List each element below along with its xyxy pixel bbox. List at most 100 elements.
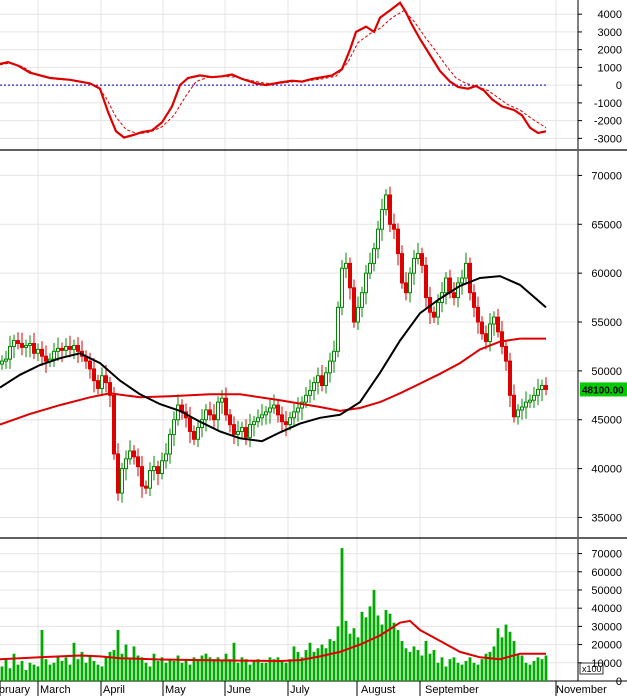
- volume-bar: [228, 659, 232, 681]
- volume-bar: [392, 622, 396, 681]
- month-label: May: [165, 684, 186, 696]
- volume-bar: [208, 657, 212, 681]
- volume-bar: [36, 666, 40, 681]
- candle-body: [472, 292, 476, 308]
- volume-bar: [488, 651, 492, 681]
- candle-body: [308, 389, 312, 396]
- candle-body: [244, 427, 248, 438]
- candle-body: [188, 417, 192, 432]
- candle-body: [368, 262, 372, 274]
- candle-body: [112, 394, 116, 455]
- candle-body: [460, 277, 464, 284]
- volume-unit-label: x100: [582, 664, 602, 674]
- candle-body: [116, 453, 120, 494]
- candle-body: [544, 385, 548, 390]
- volume-bar: [32, 664, 36, 681]
- volume-bar: [316, 648, 320, 681]
- candle-body: [372, 248, 376, 264]
- candle-body: [148, 470, 152, 489]
- candle-body: [280, 414, 284, 423]
- candle-body: [136, 456, 140, 468]
- volume-bar: [44, 659, 48, 681]
- volume-bar: [296, 651, 300, 681]
- y-tick-label: 60000: [591, 567, 622, 579]
- candle-body: [172, 419, 176, 435]
- candle-body: [40, 348, 44, 357]
- y-tick-label: 30000: [591, 621, 622, 633]
- moving-average-long: [0, 337, 546, 426]
- volume-average-line: [0, 619, 546, 663]
- volume-bar: [364, 617, 368, 681]
- y-tick-label: 70000: [591, 170, 622, 182]
- candle-body: [240, 427, 244, 432]
- volume-bar: [432, 650, 436, 681]
- y-tick-label: 35000: [591, 512, 622, 524]
- volume-bar: [444, 666, 448, 681]
- macd-line: [0, 1, 547, 139]
- volume-bar: [288, 659, 292, 681]
- y-tick-label: -2000: [594, 116, 622, 128]
- volume-bar: [540, 659, 544, 681]
- candle-body: [376, 228, 380, 250]
- y-tick-label: 50000: [591, 366, 622, 378]
- candle-body: [456, 282, 460, 299]
- y-tick-label: 45000: [591, 415, 622, 427]
- y-tick-label: 70000: [591, 549, 622, 561]
- volume-bar: [408, 651, 412, 681]
- volume-bar: [528, 664, 532, 681]
- volume-bar: [28, 662, 32, 681]
- candle-body: [352, 287, 356, 323]
- candle-body: [444, 277, 448, 294]
- volume-bar: [132, 646, 136, 681]
- volume-bar: [184, 659, 188, 681]
- volume-bar: [180, 662, 184, 681]
- candle-body: [320, 375, 324, 387]
- volume-bar: [100, 666, 104, 681]
- volume-bar: [84, 662, 88, 681]
- volume-bar: [420, 655, 424, 681]
- volume-bar: [128, 659, 132, 681]
- volume-bar: [144, 662, 148, 681]
- y-tick-label: 1000: [598, 62, 622, 74]
- volume-bar: [92, 660, 96, 681]
- candle-body: [432, 311, 436, 318]
- candle-body: [260, 414, 264, 419]
- volume-bar: [116, 630, 120, 681]
- volume-bar: [292, 646, 296, 681]
- volume-bar: [68, 664, 72, 681]
- moving-average-short: [0, 275, 547, 443]
- volume-bar: [328, 639, 332, 681]
- volume-bar: [104, 657, 108, 681]
- candle-body: [152, 466, 156, 472]
- volume-bar: [460, 664, 464, 681]
- candle-body: [464, 262, 468, 279]
- candle-body: [296, 407, 300, 413]
- candle-body: [140, 466, 144, 487]
- y-tick-label: -1000: [594, 98, 622, 110]
- volume-bar: [148, 666, 152, 681]
- volume-bar: [172, 660, 176, 681]
- volume-bar: [240, 657, 244, 681]
- volume-bar: [404, 648, 408, 681]
- volume-bar: [428, 653, 432, 681]
- volume-bar: [436, 662, 440, 681]
- candle-body: [524, 401, 528, 408]
- candle-body: [228, 414, 232, 426]
- volume-bar: [276, 657, 280, 681]
- volume-bar: [88, 655, 92, 681]
- candle-body: [504, 345, 508, 362]
- y-tick-label: 40000: [591, 603, 622, 615]
- volume-bar: [312, 651, 316, 681]
- volume-bar: [236, 662, 240, 681]
- candle-body: [332, 350, 336, 362]
- y-tick-label: 55000: [591, 317, 622, 329]
- candle-body: [208, 409, 212, 416]
- candle-body: [400, 253, 404, 284]
- volume-bar: [56, 655, 60, 681]
- candle-body: [540, 385, 544, 390]
- candle-body: [156, 466, 160, 474]
- candle-body: [436, 301, 440, 318]
- volume-bar: [484, 653, 488, 681]
- candle-body: [404, 282, 408, 294]
- candle-body: [76, 344, 80, 352]
